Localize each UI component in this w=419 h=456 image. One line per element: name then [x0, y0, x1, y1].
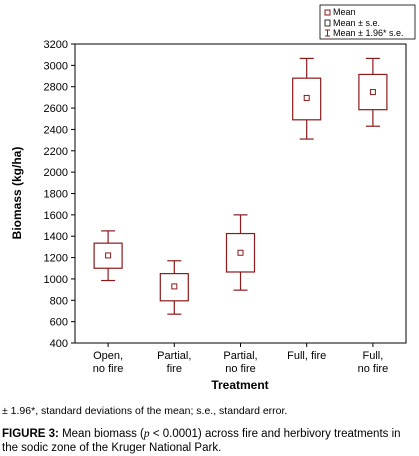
y-tick-label: 2200 — [44, 146, 68, 158]
y-tick-label: 400 — [50, 338, 68, 350]
y-tick-label: 1000 — [44, 274, 68, 286]
legend-box — [319, 4, 416, 40]
se-box — [225, 232, 256, 273]
box-group — [159, 260, 189, 315]
y-tick-label: 1400 — [44, 231, 68, 243]
y-tick-label: 800 — [50, 295, 68, 307]
y-axis: 400 600 800 1000 1200 1400 1600 1800 2000 2200 240… — [44, 39, 75, 350]
legend-mean-marker — [324, 9, 331, 16]
y-tick-label: 1800 — [44, 189, 68, 201]
y-tick-label: 2800 — [44, 82, 68, 94]
box-group — [225, 214, 256, 291]
mean-marker — [171, 283, 178, 290]
x-tick-label: Partial, — [223, 350, 257, 362]
box-group — [93, 230, 123, 282]
figure-footnote: ± 1.96*, standard deviations of the mean… — [2, 405, 288, 417]
mean-marker — [303, 94, 310, 101]
y-tick-label: 3200 — [44, 39, 68, 51]
y-tick-label: 1200 — [44, 253, 68, 265]
y-axis-title: Biomass (kg/ha) — [10, 147, 24, 240]
caption-text-before: Mean biomass ( — [58, 428, 144, 440]
x-tick-label: no fire — [358, 363, 389, 375]
x-tick-label: no fire — [225, 363, 256, 375]
se-box — [358, 73, 388, 111]
x-tick-label: Full, fire — [287, 350, 326, 362]
se-box — [159, 272, 189, 302]
box-series — [93, 57, 388, 315]
x-tick-label: Partial, — [157, 350, 191, 362]
box-group — [292, 57, 322, 140]
y-tick-label: 600 — [50, 317, 68, 329]
mean-marker — [105, 252, 112, 259]
x-axis-title: Treatment — [211, 378, 268, 392]
x-tick-label: fire — [167, 363, 182, 375]
x-tick-label: no fire — [93, 363, 124, 375]
legend-se-label: Mean ± s.e. — [333, 18, 380, 28]
mean-marker — [237, 249, 244, 256]
caption-p-symbol: p — [143, 428, 150, 440]
y-tick-label: 3000 — [44, 60, 68, 72]
mean-marker — [369, 89, 376, 96]
y-tick-label: 2400 — [44, 124, 68, 136]
legend-mean-label: Mean — [333, 7, 356, 17]
figure-caption: FIGURE 3: Mean biomass (p < 0.0001) acro… — [2, 427, 417, 455]
y-tick-label: 2000 — [44, 167, 68, 179]
legend-se-marker — [324, 19, 331, 27]
x-tick-label: Open, — [93, 350, 123, 362]
legend-ci-label: Mean ± 1.96* s.e. — [333, 28, 403, 38]
se-box — [93, 242, 123, 269]
y-tick-label: 1600 — [44, 210, 68, 222]
se-box — [292, 77, 322, 121]
chart: 400 600 800 1000 1200 1400 1600 1800 2000 2200 240… — [10, 4, 416, 392]
legend: Mean Mean ± s.e. Mean ± 1.96* s.e. — [319, 4, 416, 40]
box-group — [358, 57, 388, 127]
caption-label: FIGURE 3: — [2, 428, 59, 440]
y-tick-label: 2600 — [44, 103, 68, 115]
plot-area — [74, 43, 407, 344]
x-tick-label: Full, — [363, 350, 384, 362]
legend-ci-marker — [325, 29, 330, 37]
caption-text-after: < 0.0001) across fire and herbivory trea… — [2, 428, 401, 454]
